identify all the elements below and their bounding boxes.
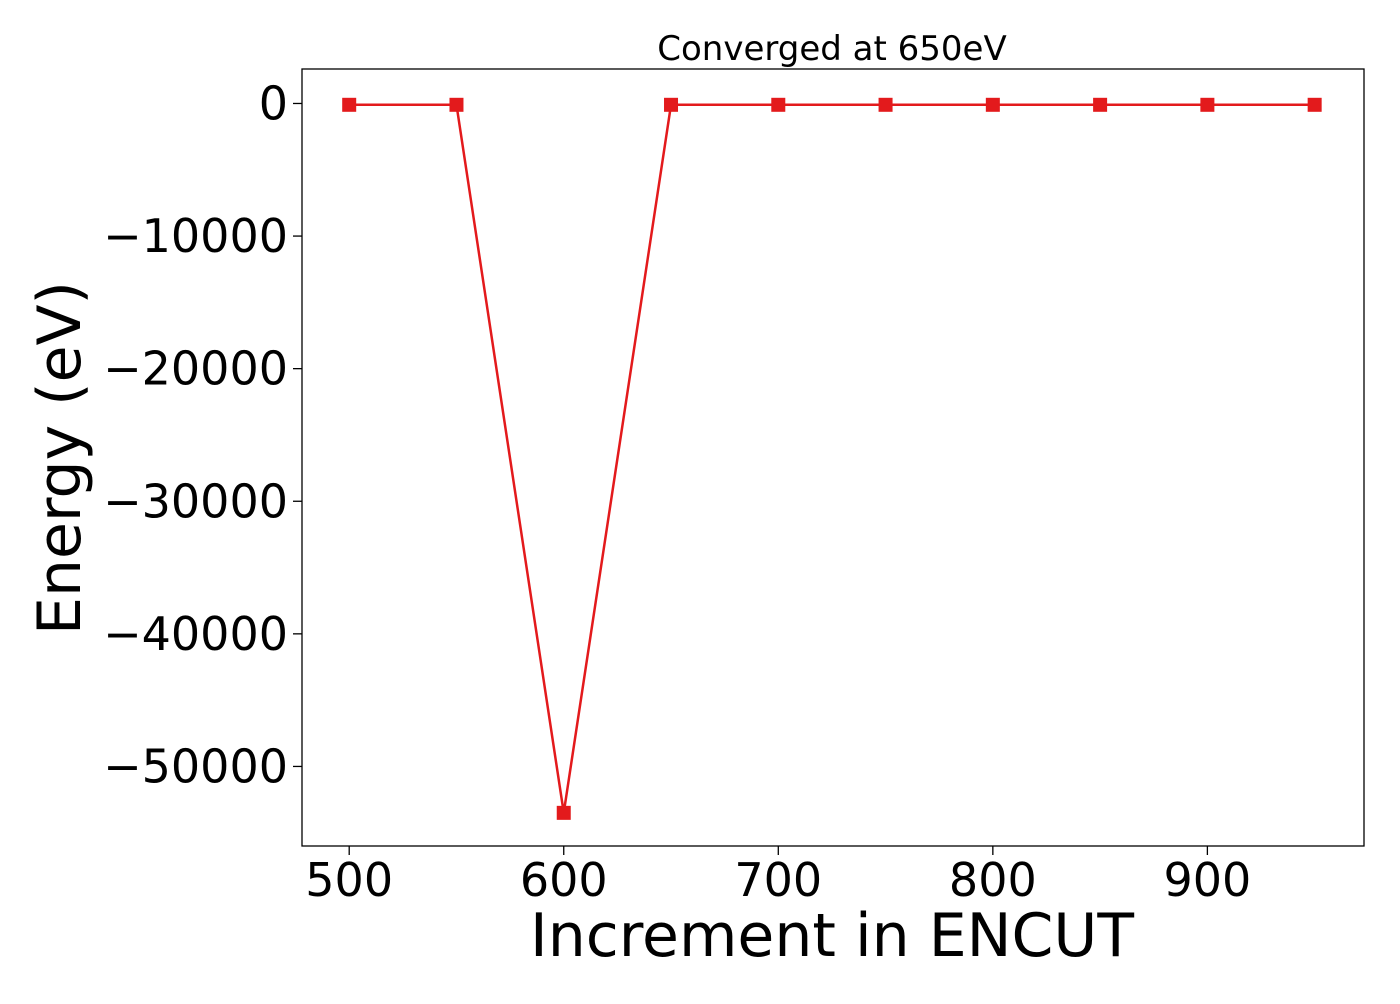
x-tick-label: 900 <box>1163 853 1251 907</box>
data-point-marker <box>449 97 464 112</box>
x-tick-label: 700 <box>734 853 822 907</box>
y-tick-label: −20000 <box>103 342 288 396</box>
plot-frame <box>301 68 1365 847</box>
y-tick-label: −10000 <box>103 209 288 263</box>
x-tick-label: 500 <box>305 853 393 907</box>
x-tick-label: 800 <box>949 853 1037 907</box>
y-tick-label: −30000 <box>103 474 288 528</box>
data-point-marker <box>1307 97 1322 112</box>
y-tick-label: −50000 <box>103 739 288 793</box>
data-point-marker <box>985 97 1000 112</box>
data-point-marker <box>556 805 571 820</box>
data-point-marker <box>664 97 679 112</box>
y-tick-label: −40000 <box>103 607 288 661</box>
x-axis-label: Increment in ENCUT <box>530 901 1134 971</box>
data-point-marker <box>771 97 786 112</box>
data-point-marker <box>342 97 357 112</box>
data-point-marker <box>878 97 893 112</box>
data-point-marker <box>1200 97 1215 112</box>
y-tick-label: 0 <box>259 76 288 130</box>
y-axis-label: Energy (eV) <box>25 281 95 635</box>
x-tick-label: 600 <box>520 853 608 907</box>
chart-title: Converged at 650eV <box>657 29 1006 69</box>
series-line <box>349 103 1315 814</box>
data-point-marker <box>1093 97 1108 112</box>
